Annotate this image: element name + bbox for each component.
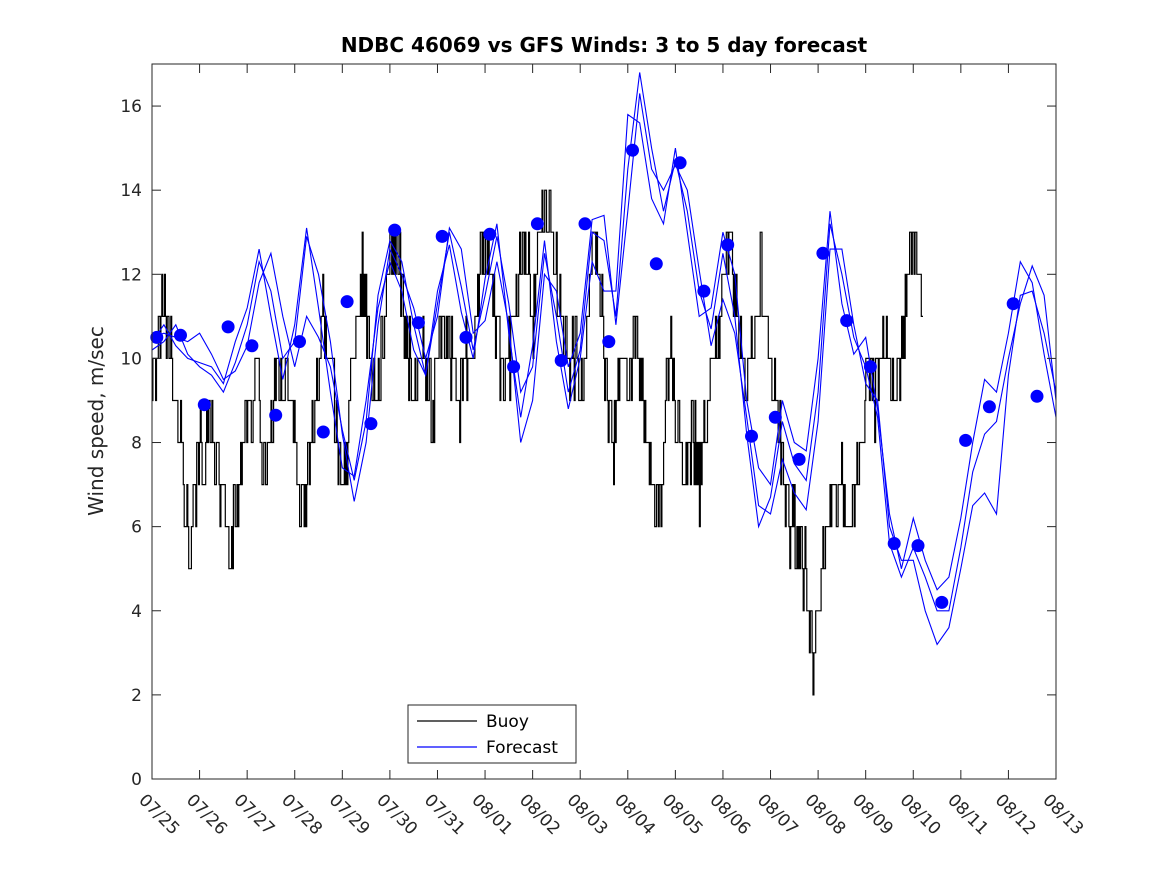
forecast-point [816, 246, 830, 260]
forecast-point [649, 257, 663, 271]
forecast-point [364, 417, 378, 431]
forecast-point [411, 316, 425, 330]
forecast-point [863, 360, 877, 374]
forecast-series-line-2 [151, 93, 1057, 646]
forecast-point [792, 452, 806, 466]
forecast-point [435, 229, 449, 243]
axes-box [151, 63, 1057, 780]
buoy-series-line [152, 189, 923, 696]
forecast-point [626, 143, 639, 157]
forecast-point [911, 539, 925, 553]
y-tick-label: 4 [131, 602, 142, 622]
y-axis-label: Wind speed, m/sec [84, 326, 108, 516]
forecast-point [340, 295, 354, 309]
forecast-point [221, 320, 235, 334]
y-tick-label: 2 [131, 686, 142, 706]
y-tick-label: 16 [120, 97, 142, 117]
forecast-point [602, 335, 616, 349]
forecast-point [887, 537, 901, 550]
legend: Buoy Forecast [407, 704, 577, 764]
forecast-point [269, 408, 283, 422]
forecast-point [578, 217, 592, 231]
forecast-series-line-1 [151, 72, 1057, 612]
y-tick-label: 12 [120, 265, 142, 285]
forecast-point [530, 217, 544, 231]
y-tick-label: 6 [131, 518, 142, 538]
legend-box [407, 704, 577, 764]
y-tick-label: 10 [120, 349, 142, 369]
y-tick-label: 0 [131, 770, 142, 790]
forecast-point [459, 330, 473, 344]
legend-forecast-label: Forecast [486, 738, 558, 758]
forecast-point [316, 425, 330, 439]
forecast-point [150, 330, 164, 344]
legend-buoy-label: Buoy [486, 712, 529, 732]
forecast-point [293, 335, 306, 349]
forecast-point [697, 284, 711, 298]
forecast-point [245, 339, 259, 353]
forecast-point [388, 223, 402, 237]
forecast-point [959, 433, 973, 447]
forecast-point [197, 398, 211, 412]
y-tick-label: 14 [120, 181, 142, 201]
forecast-point [1030, 389, 1044, 403]
chart-title: NDBC 46069 vs GFS Winds: 3 to 5 day fore… [341, 33, 868, 57]
forecast-point [721, 238, 735, 252]
forecast-point [174, 328, 187, 342]
forecast-point [507, 360, 521, 374]
forecast-point [483, 227, 497, 241]
forecast-point [840, 314, 854, 328]
forecast-point [935, 595, 949, 609]
forecast-series-line-3 [151, 113, 1057, 591]
forecast-point [768, 410, 782, 424]
forecast-point [1006, 297, 1020, 311]
y-tick-label: 8 [131, 434, 142, 454]
forecast-point [554, 354, 568, 367]
forecast-point [982, 400, 996, 414]
forecast-point [673, 156, 687, 170]
forecast-point [745, 429, 758, 443]
